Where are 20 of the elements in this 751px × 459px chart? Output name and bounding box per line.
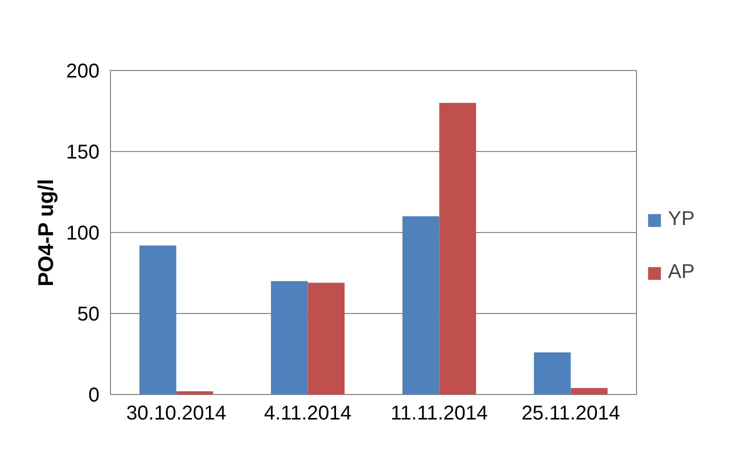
bar <box>570 388 608 394</box>
y-axis-title: PO4-P ug/l <box>34 178 58 286</box>
bar <box>534 352 571 394</box>
bar <box>402 216 440 394</box>
x-tick-label: 25.11.2014 <box>521 402 620 424</box>
x-tick-label: 30.10.2014 <box>126 402 226 424</box>
bar <box>139 245 176 394</box>
x-tick-label: 4.11.2014 <box>264 402 352 424</box>
legend-label: YP <box>668 208 696 231</box>
y-tick-label: 200 <box>66 60 100 82</box>
y-tick-label: 0 <box>88 384 100 406</box>
bar <box>270 281 308 394</box>
y-tick-label: 150 <box>66 142 100 164</box>
y-tick-label: 100 <box>66 222 100 244</box>
bar <box>308 282 345 394</box>
y-tick-label: 50 <box>77 304 100 326</box>
legend-label: AP <box>668 261 696 284</box>
x-tick-label: 11.11.2014 <box>390 402 488 424</box>
bar <box>439 102 476 394</box>
bar <box>176 391 214 394</box>
